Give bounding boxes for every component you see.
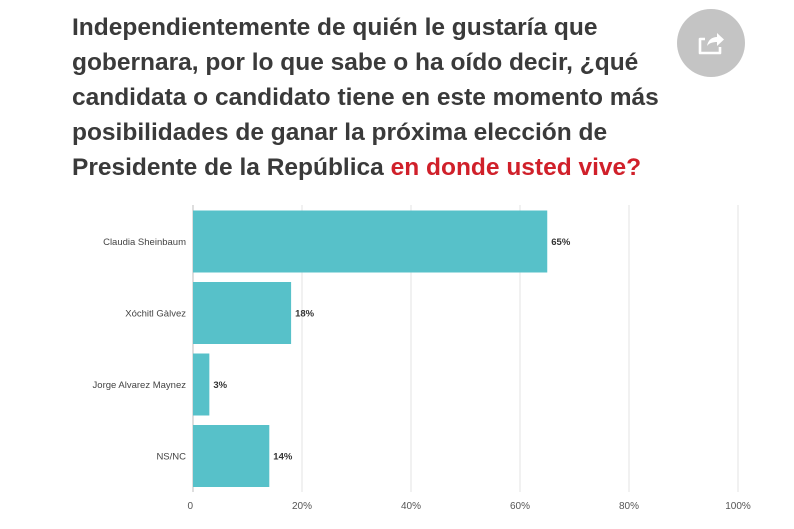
bar: [193, 425, 270, 487]
x-tick-label: 100%: [725, 501, 751, 512]
value-label: 14%: [273, 452, 293, 463]
share-button[interactable]: [677, 9, 745, 77]
value-label: 18%: [295, 309, 315, 320]
x-tick-label: 40%: [401, 501, 421, 512]
x-tick-label: 0: [187, 501, 193, 512]
category-label: Claudia Sheinbaum: [103, 237, 186, 248]
question-text: Independientemente de quién le gustaría …: [72, 14, 659, 181]
question-highlight: en donde usted vive?: [390, 154, 642, 181]
category-label: Xóchitl Gàlvez: [125, 309, 186, 320]
x-tick-label: 60%: [510, 501, 530, 512]
share-icon: [698, 33, 724, 55]
bar: [193, 282, 292, 344]
question-title: Independientemente de quién le gustaría …: [72, 10, 712, 185]
x-tick-label: 80%: [619, 501, 639, 512]
x-tick-label: 20%: [292, 501, 312, 512]
bar: [193, 353, 210, 416]
bar: [193, 210, 548, 273]
category-label: NS/NC: [156, 452, 186, 463]
category-label: Jorge Alvarez Maynez: [93, 380, 187, 391]
value-label: 3%: [213, 380, 227, 391]
value-label: 65%: [551, 237, 571, 248]
